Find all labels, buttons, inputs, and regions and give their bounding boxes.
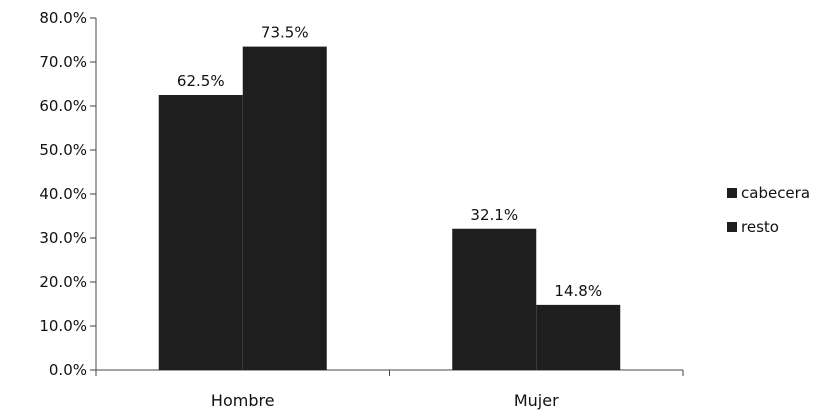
y-tick-label: 10.0%: [39, 317, 87, 335]
y-tick-label: 50.0%: [39, 141, 87, 159]
bar-resto-hombre: [242, 46, 327, 370]
data-label: 14.8%: [554, 282, 602, 300]
bar-cabecera-hombre: [158, 95, 243, 370]
legend-label: cabecera: [741, 184, 810, 202]
legend-swatch-cabecera: [727, 188, 737, 198]
data-label: 73.5%: [261, 24, 309, 42]
data-label: 32.1%: [470, 206, 518, 224]
bar-resto-mujer: [536, 304, 621, 370]
bar-cabecera-mujer: [452, 228, 537, 370]
y-tick-label: 20.0%: [39, 273, 87, 291]
legend-label: resto: [741, 218, 779, 236]
x-category-label: Mujer: [514, 391, 559, 410]
y-tick-label: 70.0%: [39, 53, 87, 71]
x-category-label: Hombre: [211, 391, 275, 410]
data-label: 62.5%: [177, 72, 225, 90]
y-tick-label: 30.0%: [39, 229, 87, 247]
y-tick-label: 40.0%: [39, 185, 87, 203]
y-tick-label: 60.0%: [39, 97, 87, 115]
y-tick-label: 80.0%: [39, 9, 87, 27]
y-tick-label: 0.0%: [49, 361, 87, 379]
legend-swatch-resto: [727, 222, 737, 232]
